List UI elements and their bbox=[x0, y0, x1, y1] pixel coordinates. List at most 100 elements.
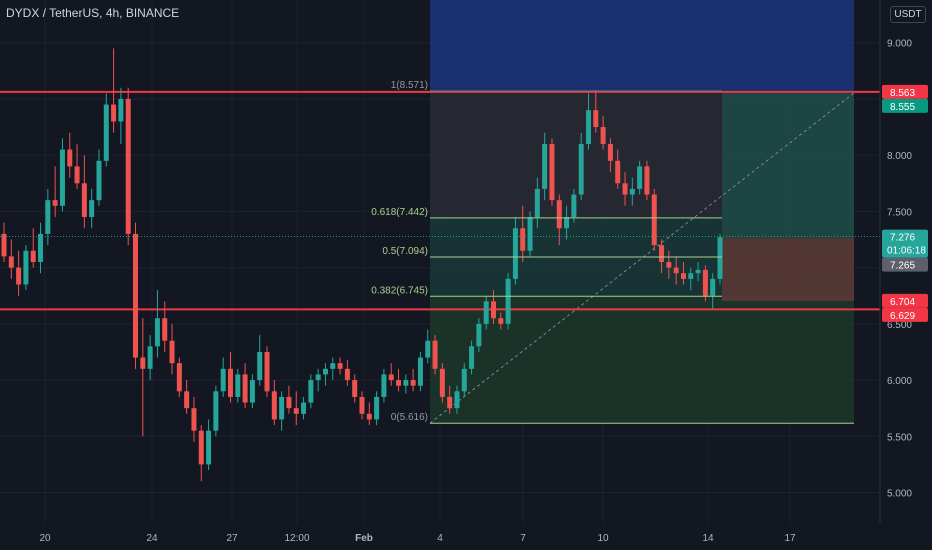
candle-11[interactable] bbox=[81, 155, 87, 229]
candle-23[interactable] bbox=[169, 323, 175, 375]
currency-button[interactable]: USDT bbox=[890, 6, 926, 23]
candle-94[interactable] bbox=[688, 267, 694, 291]
horizontal-levels[interactable] bbox=[0, 90, 880, 311]
candle-24[interactable] bbox=[176, 357, 182, 397]
fibonacci-retracement[interactable]: 1(8.571) 0.618(7.442) 0.5(7.094) 0.382(6.74… bbox=[0, 80, 880, 424]
candle-79[interactable] bbox=[578, 132, 584, 201]
candle-82[interactable] bbox=[600, 115, 606, 150]
candle-8[interactable] bbox=[59, 138, 65, 212]
candle-88[interactable] bbox=[644, 160, 650, 201]
candle-96[interactable] bbox=[702, 265, 708, 302]
candle-50[interactable] bbox=[366, 402, 372, 426]
candle-84[interactable] bbox=[615, 149, 621, 189]
candle-80[interactable] bbox=[585, 93, 591, 150]
candle-47[interactable] bbox=[344, 359, 350, 386]
time-axis[interactable]: 20 24 27 12:00 Feb 4 7 10 14 17 bbox=[39, 533, 796, 544]
candle-14[interactable] bbox=[103, 93, 109, 167]
candle-69[interactable] bbox=[505, 273, 511, 330]
candle-19[interactable] bbox=[140, 318, 146, 437]
candle-1[interactable] bbox=[8, 239, 14, 279]
candle-91[interactable] bbox=[666, 250, 672, 279]
candle-28[interactable] bbox=[206, 419, 212, 471]
candle-26[interactable] bbox=[191, 396, 197, 442]
candle-34[interactable] bbox=[249, 374, 255, 409]
candle-4[interactable] bbox=[30, 228, 36, 268]
candle-29[interactable] bbox=[213, 385, 219, 437]
candle-60[interactable] bbox=[439, 363, 445, 403]
candle-12[interactable] bbox=[89, 188, 95, 229]
candles[interactable] bbox=[1, 48, 723, 482]
candle-52[interactable] bbox=[381, 368, 387, 403]
candle-6[interactable] bbox=[45, 188, 51, 246]
candle-32[interactable] bbox=[235, 368, 241, 403]
candle-40[interactable] bbox=[293, 391, 299, 426]
candle-30[interactable] bbox=[220, 357, 226, 397]
candle-37[interactable] bbox=[271, 380, 277, 426]
candle-43[interactable] bbox=[315, 368, 321, 392]
candle-39[interactable] bbox=[286, 385, 292, 414]
candle-3[interactable] bbox=[23, 245, 29, 291]
candle-77[interactable] bbox=[564, 205, 570, 240]
candle-72[interactable] bbox=[527, 211, 533, 257]
candle-44[interactable] bbox=[322, 363, 328, 386]
candle-41[interactable] bbox=[301, 396, 307, 420]
candle-5[interactable] bbox=[38, 222, 44, 274]
candle-70[interactable] bbox=[512, 217, 518, 285]
candle-86[interactable] bbox=[629, 177, 635, 206]
candle-95[interactable] bbox=[695, 262, 701, 282]
candle-51[interactable] bbox=[374, 391, 380, 426]
candle-38[interactable] bbox=[279, 391, 285, 431]
candle-83[interactable] bbox=[607, 138, 613, 173]
candle-46[interactable] bbox=[337, 357, 343, 375]
candle-71[interactable] bbox=[520, 205, 526, 262]
candle-7[interactable] bbox=[52, 166, 58, 218]
candle-53[interactable] bbox=[388, 363, 394, 386]
candle-87[interactable] bbox=[637, 160, 643, 195]
candle-9[interactable] bbox=[67, 132, 73, 178]
candle-54[interactable] bbox=[396, 368, 402, 392]
candle-81[interactable] bbox=[593, 89, 599, 133]
candle-85[interactable] bbox=[622, 172, 628, 206]
candle-55[interactable] bbox=[403, 374, 409, 394]
candle-62[interactable] bbox=[454, 385, 460, 414]
candle-48[interactable] bbox=[352, 374, 358, 403]
candle-90[interactable] bbox=[659, 239, 665, 274]
candle-92[interactable] bbox=[673, 256, 679, 285]
candle-64[interactable] bbox=[469, 340, 475, 375]
candle-66[interactable] bbox=[483, 295, 489, 330]
candle-89[interactable] bbox=[651, 188, 657, 251]
candle-31[interactable] bbox=[227, 351, 233, 403]
candle-65[interactable] bbox=[476, 318, 482, 352]
candle-98[interactable] bbox=[717, 233, 723, 285]
candle-58[interactable] bbox=[425, 329, 431, 364]
candle-75[interactable] bbox=[549, 138, 555, 206]
candle-76[interactable] bbox=[556, 194, 562, 246]
candle-78[interactable] bbox=[571, 188, 577, 223]
candle-97[interactable] bbox=[710, 273, 716, 310]
candle-56[interactable] bbox=[410, 368, 416, 392]
candle-35[interactable] bbox=[257, 335, 263, 386]
candle-21[interactable] bbox=[154, 290, 160, 358]
candle-27[interactable] bbox=[198, 425, 204, 482]
candle-61[interactable] bbox=[447, 385, 453, 414]
candle-74[interactable] bbox=[542, 132, 548, 201]
candle-93[interactable] bbox=[680, 262, 686, 285]
candle-63[interactable] bbox=[461, 363, 467, 397]
candle-18[interactable] bbox=[133, 222, 139, 369]
candle-15[interactable] bbox=[111, 48, 117, 133]
candle-13[interactable] bbox=[96, 149, 102, 206]
candle-22[interactable] bbox=[162, 301, 168, 352]
candle-33[interactable] bbox=[242, 363, 248, 409]
candle-20[interactable] bbox=[147, 335, 153, 381]
candle-73[interactable] bbox=[534, 177, 540, 229]
candle-42[interactable] bbox=[308, 374, 314, 409]
candle-68[interactable] bbox=[498, 312, 504, 330]
candle-17[interactable] bbox=[125, 87, 131, 246]
candle-10[interactable] bbox=[74, 143, 80, 189]
candle-59[interactable] bbox=[432, 335, 438, 375]
candle-67[interactable] bbox=[491, 290, 497, 324]
candle-0[interactable] bbox=[1, 222, 7, 262]
candle-57[interactable] bbox=[417, 351, 423, 392]
candle-36[interactable] bbox=[264, 346, 270, 397]
